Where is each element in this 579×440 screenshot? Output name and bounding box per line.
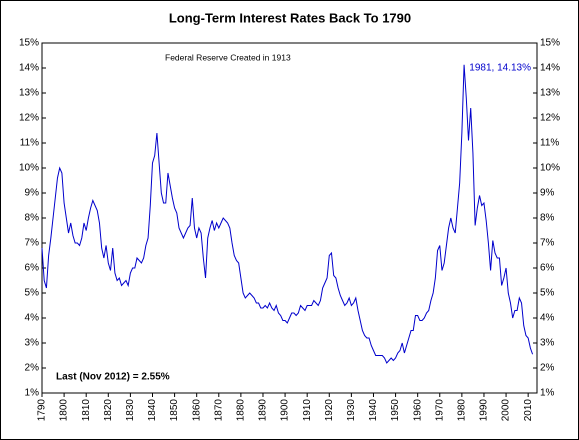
y-tick-label: 3% (25, 338, 40, 349)
x-tick-label: 1860 (191, 399, 202, 422)
x-tick-label: 2010 (523, 399, 534, 422)
annotation: 1981, 14.13% (469, 63, 531, 74)
x-tick-label: 2000 (501, 399, 512, 422)
x-tick-label: 1980 (457, 399, 468, 422)
y2-tick-label: 14% (540, 63, 560, 74)
y2-tick-label: 5% (540, 288, 555, 299)
x-tick-label: 1870 (213, 399, 224, 422)
x-tick-label: 1790 (37, 399, 48, 422)
x-tick-label: 1930 (346, 399, 357, 422)
annotation: Federal Reserve Created in 1913 (165, 52, 291, 62)
y-tick-label: 11% (20, 138, 39, 149)
y-tick-label: 7% (25, 238, 40, 249)
plot-area (41, 42, 538, 394)
x-tick-label: 1940 (368, 399, 379, 422)
y2-tick-label: 1% (540, 388, 555, 399)
x-tick-label: 1810 (81, 399, 92, 422)
chart-title: Long-Term Interest Rates Back To 1790 (169, 10, 411, 25)
x-tick-label: 1960 (412, 399, 423, 422)
x-tick-label: 1970 (434, 399, 445, 422)
annotation: Last (Nov 2012) = 2.55% (56, 372, 170, 383)
x-tick-label: 1920 (324, 399, 335, 422)
y2-tick-label: 2% (540, 363, 555, 374)
x-tick-label: 1830 (125, 399, 136, 422)
y2-tick-label: 3% (540, 338, 555, 349)
y-tick-label: 6% (25, 263, 40, 274)
x-tick-label: 1880 (236, 399, 247, 422)
y-tick-label: 13% (19, 88, 39, 99)
y2-tick-label: 10% (540, 163, 560, 174)
x-tick-label: 1840 (147, 399, 158, 422)
y-tick-label: 12% (19, 113, 39, 124)
y2-tick-label: 8% (540, 213, 555, 224)
y-tick-label: 8% (25, 213, 40, 224)
y-tick-label: 15% (19, 38, 39, 49)
y2-tick-label: 7% (540, 238, 555, 249)
y2-tick-label: 4% (540, 313, 555, 324)
rate-line (41, 64, 534, 364)
y2-tick-label: 13% (540, 88, 560, 99)
y-tick-label: 5% (25, 288, 40, 299)
x-tick-label: 1890 (258, 399, 269, 422)
x-tick-label: 1990 (479, 399, 490, 422)
x-tick-label: 1910 (302, 399, 313, 422)
y-tick-label: 1% (25, 388, 40, 399)
y2-tick-label: 6% (540, 263, 555, 274)
x-tick-label: 1900 (280, 399, 291, 422)
y2-tick-label: 12% (540, 113, 560, 124)
y-tick-label: 4% (25, 313, 40, 324)
x-tick-label: 1820 (103, 399, 114, 422)
y2-tick-label: 11% (540, 138, 559, 149)
y-tick-label: 10% (19, 163, 39, 174)
y-tick-label: 14% (19, 63, 39, 74)
y2-tick-label: 9% (540, 188, 555, 199)
y-tick-label: 2% (25, 363, 40, 374)
y2-tick-label: 15% (540, 38, 560, 49)
x-tick-label: 1950 (390, 399, 401, 422)
y-tick-label: 9% (25, 188, 40, 199)
x-tick-label: 1800 (59, 399, 70, 422)
x-tick-label: 1850 (169, 399, 180, 422)
